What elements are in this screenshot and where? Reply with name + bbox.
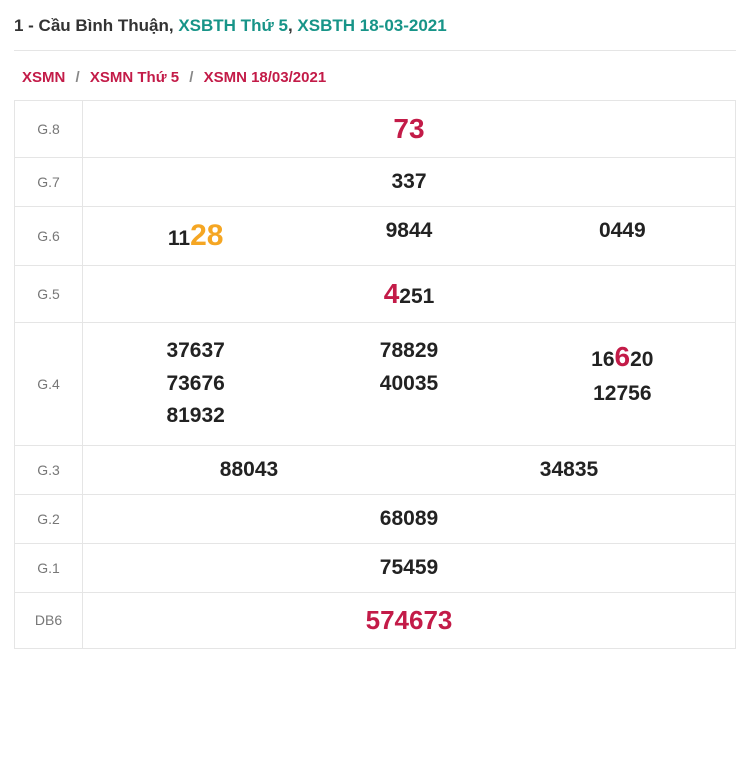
label-g7: G.7	[15, 158, 83, 207]
label-g5: G.5	[15, 266, 83, 323]
row-g1: G.1 75459	[15, 543, 736, 592]
row-g7: G.7 337	[15, 158, 736, 207]
g4-col1: 37637 73676 81932	[89, 335, 302, 433]
crumb-3[interactable]: XSMN 18/03/2021	[204, 69, 327, 86]
row-g3: G.3 88043 34835	[15, 445, 736, 494]
g4-col2: 78829 40035	[302, 335, 515, 433]
value-g7: 337	[83, 158, 736, 207]
crumb-sep-2: /	[189, 69, 193, 86]
value-g1: 75459	[83, 543, 736, 592]
label-g3: G.3	[15, 445, 83, 494]
label-g1: G.1	[15, 543, 83, 592]
g3-col1: 88043	[89, 458, 409, 482]
label-db: DB6	[15, 592, 83, 648]
g6-col1: 1128	[89, 219, 302, 253]
title-sep: ,	[288, 16, 297, 35]
g6-col1-highlight: 28	[190, 219, 223, 252]
value-g8: 73	[393, 113, 424, 144]
value-g2: 68089	[83, 494, 736, 543]
divider	[14, 50, 736, 51]
row-g5: G.5 4251	[15, 266, 736, 323]
g5-highlight: 4	[384, 278, 400, 309]
label-g4: G.4	[15, 323, 83, 446]
row-g4: G.4 37637 73676 81932 78829 40035 16620 …	[15, 323, 736, 446]
label-g6: G.6	[15, 207, 83, 266]
lottery-table: G.8 73 G.7 337 G.6 1128 9844 0449 G.5 42…	[14, 100, 736, 649]
row-g2: G.2 68089	[15, 494, 736, 543]
label-g2: G.2	[15, 494, 83, 543]
g6-col2: 9844	[302, 219, 515, 253]
title-link-date[interactable]: XSBTH 18-03-2021	[297, 16, 446, 35]
breadcrumb: XSMN / XSMN Thứ 5 / XSMN 18/03/2021	[14, 55, 736, 100]
row-db: DB6 574673	[15, 592, 736, 648]
g6-col3: 0449	[516, 219, 729, 253]
crumb-2[interactable]: XSMN Thứ 5	[90, 69, 179, 86]
crumb-sep-1: /	[76, 69, 80, 86]
value-db: 574673	[366, 605, 453, 635]
value-g5: 4251	[83, 266, 736, 323]
crumb-1[interactable]: XSMN	[22, 69, 65, 86]
title-link-day[interactable]: XSBTH Thứ 5	[178, 16, 288, 35]
row-g6: G.6 1128 9844 0449	[15, 207, 736, 266]
g4-col3: 16620 12756	[516, 335, 729, 433]
row-g8: G.8 73	[15, 101, 736, 158]
g3-col2: 34835	[409, 458, 729, 482]
label-g8: G.8	[15, 101, 83, 158]
page-title: 1 - Cầu Bình Thuận, XSBTH Thứ 5, XSBTH 1…	[14, 10, 736, 50]
g4-col3-highlight: 6	[615, 341, 631, 372]
title-prefix: 1 - Cầu Bình Thuận,	[14, 16, 178, 35]
